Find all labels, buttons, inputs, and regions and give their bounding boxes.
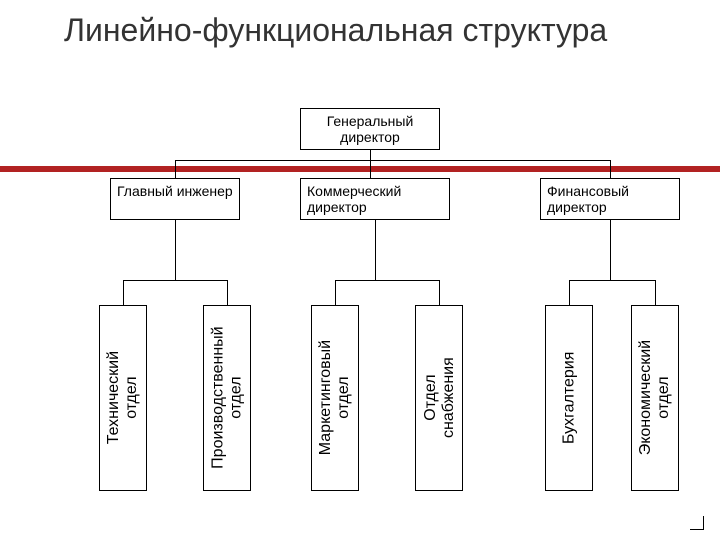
connector-line [335, 280, 439, 281]
connector-line [439, 280, 440, 305]
node-commercial-director: Коммерческий директор [300, 178, 450, 220]
connector-line [175, 160, 176, 178]
node-financial-director: Финансовый директор [540, 178, 680, 220]
dept-production: Производственныйотдел [203, 305, 251, 491]
page-title: Линейно-функциональная структура [64, 12, 624, 49]
dept-label: Техническийотдел [105, 351, 140, 444]
connector-line [569, 280, 655, 281]
connector-line [175, 160, 610, 161]
dept-label: Бухгалтерия [560, 352, 578, 444]
connector-line [227, 280, 228, 305]
dept-tech: Техническийотдел [99, 305, 147, 491]
connector-line [123, 280, 227, 281]
connector-line [610, 160, 611, 178]
accent-bar [0, 166, 720, 172]
connector-line [610, 220, 611, 280]
connector-line [123, 280, 124, 305]
node-chief-engineer: Главный инженер [110, 178, 240, 220]
dept-accounting: Бухгалтерия [545, 305, 593, 491]
connector-line [175, 220, 176, 280]
dept-label: Маркетинговыйотдел [317, 340, 352, 455]
dept-label: Экономическийотдел [637, 340, 672, 455]
connector-line [569, 280, 570, 305]
connector-line [375, 220, 376, 280]
connector-line [655, 280, 656, 305]
dept-label: Отделснабжения [421, 358, 456, 439]
slide: { "type": "org-chart", "canvas": { "widt… [0, 0, 720, 540]
node-ceo: Генеральный директор [300, 108, 440, 150]
dept-supply: Отделснабжения [415, 305, 463, 491]
dept-marketing: Маркетинговыйотдел [311, 305, 359, 491]
page-corner-icon [690, 516, 704, 530]
dept-economics: Экономическийотдел [631, 305, 679, 491]
connector-line [335, 280, 336, 305]
connector-line [370, 160, 371, 178]
dept-label: Производственныйотдел [209, 327, 244, 469]
